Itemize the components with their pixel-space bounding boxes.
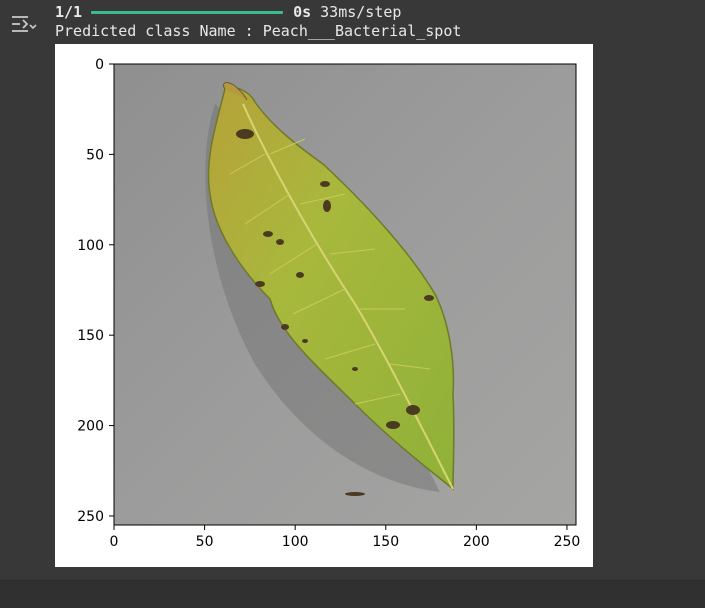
y-tick-label: 0: [95, 57, 104, 73]
x-axis: 0 50 100 150 200 250: [110, 525, 581, 550]
axes-frame: [113, 63, 577, 526]
progress-time: 0s: [293, 3, 312, 21]
y-tick-label: 250: [77, 509, 104, 525]
bottom-strip: [0, 580, 705, 608]
y-tick-label: 50: [86, 147, 104, 163]
progress-line: 1/1 0s 33ms/step: [55, 2, 401, 22]
x-tick-label: 0: [110, 534, 119, 550]
x-tick-label: 50: [196, 534, 214, 550]
plot-svg: 0 50 100 150 200 250 0 50 100 150 200 250: [77, 57, 581, 550]
progress-step: 1/1: [55, 3, 83, 21]
output-toggle-icon[interactable]: [10, 13, 38, 37]
progress-per-step: 33ms/step: [320, 3, 402, 21]
y-axis: 0 50 100 150 200 250: [77, 57, 114, 525]
y-tick-label: 200: [77, 419, 104, 435]
cell-output: 1/1 0s 33ms/step Predicted class Name : …: [10, 2, 593, 567]
x-tick-label: 250: [554, 534, 581, 550]
y-tick-label: 100: [77, 238, 104, 254]
prediction-text: Predicted class Name : Peach___Bacterial…: [55, 22, 462, 40]
progress-bar: [91, 10, 284, 14]
y-tick-label: 150: [77, 328, 104, 344]
x-tick-label: 150: [372, 534, 399, 550]
x-tick-label: 200: [463, 534, 490, 550]
leaf-image: [114, 64, 576, 525]
x-tick-label: 100: [282, 534, 309, 550]
plot-figure: 0 50 100 150 200 250 0 50 100 150 200 250: [55, 44, 593, 567]
